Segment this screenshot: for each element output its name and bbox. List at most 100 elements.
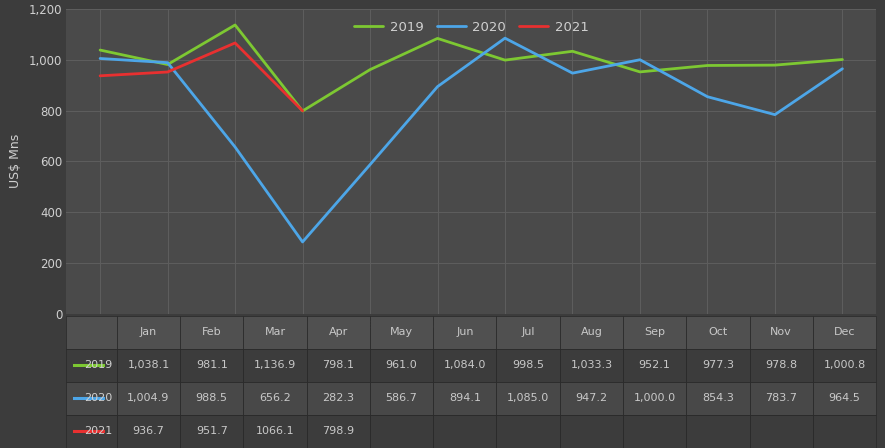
2019 xyxy=(162,62,173,67)
2020 xyxy=(432,84,442,89)
2020 xyxy=(230,144,241,150)
Bar xyxy=(66,415,117,448)
Text: 936.7: 936.7 xyxy=(133,426,165,436)
FancyBboxPatch shape xyxy=(306,415,370,448)
FancyBboxPatch shape xyxy=(812,316,876,349)
FancyBboxPatch shape xyxy=(117,316,181,349)
FancyBboxPatch shape xyxy=(181,349,243,382)
2019 xyxy=(95,47,105,53)
FancyBboxPatch shape xyxy=(686,316,750,349)
FancyBboxPatch shape xyxy=(496,382,560,415)
Text: Jul: Jul xyxy=(521,327,535,337)
2020 xyxy=(500,35,511,41)
Text: Mar: Mar xyxy=(265,327,286,337)
2021 xyxy=(297,108,308,113)
2020 xyxy=(162,60,173,65)
Text: 656.2: 656.2 xyxy=(259,393,291,404)
Text: 1,033.3: 1,033.3 xyxy=(570,360,612,370)
FancyBboxPatch shape xyxy=(434,382,496,415)
2019 xyxy=(702,63,712,68)
FancyBboxPatch shape xyxy=(623,415,686,448)
FancyBboxPatch shape xyxy=(243,316,306,349)
FancyBboxPatch shape xyxy=(623,382,686,415)
Text: Oct: Oct xyxy=(708,327,727,337)
FancyBboxPatch shape xyxy=(306,349,370,382)
FancyBboxPatch shape xyxy=(686,415,750,448)
2019 xyxy=(230,22,241,28)
FancyBboxPatch shape xyxy=(370,349,434,382)
FancyBboxPatch shape xyxy=(434,316,496,349)
FancyBboxPatch shape xyxy=(750,316,812,349)
FancyBboxPatch shape xyxy=(686,382,750,415)
Line: 2019: 2019 xyxy=(100,25,843,111)
Legend: 2019, 2020, 2021: 2019, 2020, 2021 xyxy=(349,16,594,39)
Text: Jun: Jun xyxy=(456,327,473,337)
Text: 1,000.8: 1,000.8 xyxy=(823,360,866,370)
Text: 977.3: 977.3 xyxy=(702,360,734,370)
FancyBboxPatch shape xyxy=(306,316,370,349)
FancyBboxPatch shape xyxy=(812,349,876,382)
Text: Dec: Dec xyxy=(834,327,855,337)
FancyBboxPatch shape xyxy=(623,349,686,382)
FancyBboxPatch shape xyxy=(560,349,623,382)
2019 xyxy=(567,48,578,54)
2019 xyxy=(500,57,511,63)
FancyBboxPatch shape xyxy=(496,415,560,448)
Text: 894.1: 894.1 xyxy=(449,393,481,404)
FancyBboxPatch shape xyxy=(623,316,686,349)
Y-axis label: US$ Mns: US$ Mns xyxy=(9,134,22,189)
Text: 961.0: 961.0 xyxy=(386,360,418,370)
FancyBboxPatch shape xyxy=(181,382,243,415)
Text: 988.5: 988.5 xyxy=(196,393,227,404)
Text: 783.7: 783.7 xyxy=(766,393,797,404)
FancyBboxPatch shape xyxy=(496,316,560,349)
Text: 978.8: 978.8 xyxy=(766,360,797,370)
FancyBboxPatch shape xyxy=(181,316,243,349)
2020 xyxy=(95,56,105,61)
FancyBboxPatch shape xyxy=(496,349,560,382)
Text: 2020: 2020 xyxy=(85,393,112,404)
2020 xyxy=(365,162,375,168)
Text: 798.9: 798.9 xyxy=(322,426,354,436)
2019 xyxy=(770,62,781,68)
Text: 798.1: 798.1 xyxy=(322,360,354,370)
2019 xyxy=(432,36,442,41)
Text: May: May xyxy=(390,327,413,337)
Bar xyxy=(66,349,117,382)
Text: 2019: 2019 xyxy=(85,360,112,370)
Text: 1,038.1: 1,038.1 xyxy=(127,360,170,370)
2019 xyxy=(297,108,308,114)
Text: Feb: Feb xyxy=(202,327,221,337)
Text: 951.7: 951.7 xyxy=(196,426,227,436)
FancyBboxPatch shape xyxy=(434,415,496,448)
FancyBboxPatch shape xyxy=(117,415,181,448)
2020 xyxy=(837,66,848,71)
Text: 1,085.0: 1,085.0 xyxy=(507,393,550,404)
FancyBboxPatch shape xyxy=(117,382,181,415)
FancyBboxPatch shape xyxy=(181,415,243,448)
Text: 1,136.9: 1,136.9 xyxy=(254,360,296,370)
Text: Apr: Apr xyxy=(328,327,348,337)
2020 xyxy=(567,70,578,76)
FancyBboxPatch shape xyxy=(750,349,812,382)
Text: 2021: 2021 xyxy=(85,426,112,436)
FancyBboxPatch shape xyxy=(560,316,623,349)
Text: 964.5: 964.5 xyxy=(828,393,860,404)
FancyBboxPatch shape xyxy=(66,316,117,349)
FancyBboxPatch shape xyxy=(750,415,812,448)
Text: 1066.1: 1066.1 xyxy=(256,426,295,436)
2021 xyxy=(162,69,173,75)
2020 xyxy=(635,57,645,62)
Text: Nov: Nov xyxy=(770,327,792,337)
Text: 1,084.0: 1,084.0 xyxy=(443,360,486,370)
Text: 1,004.9: 1,004.9 xyxy=(127,393,170,404)
2021 xyxy=(230,40,241,46)
FancyBboxPatch shape xyxy=(306,382,370,415)
FancyBboxPatch shape xyxy=(560,382,623,415)
Text: 1,000.0: 1,000.0 xyxy=(634,393,676,404)
FancyBboxPatch shape xyxy=(243,382,306,415)
Text: 998.5: 998.5 xyxy=(512,360,544,370)
Text: Aug: Aug xyxy=(581,327,603,337)
Line: 2020: 2020 xyxy=(100,38,843,242)
2021 xyxy=(95,73,105,78)
